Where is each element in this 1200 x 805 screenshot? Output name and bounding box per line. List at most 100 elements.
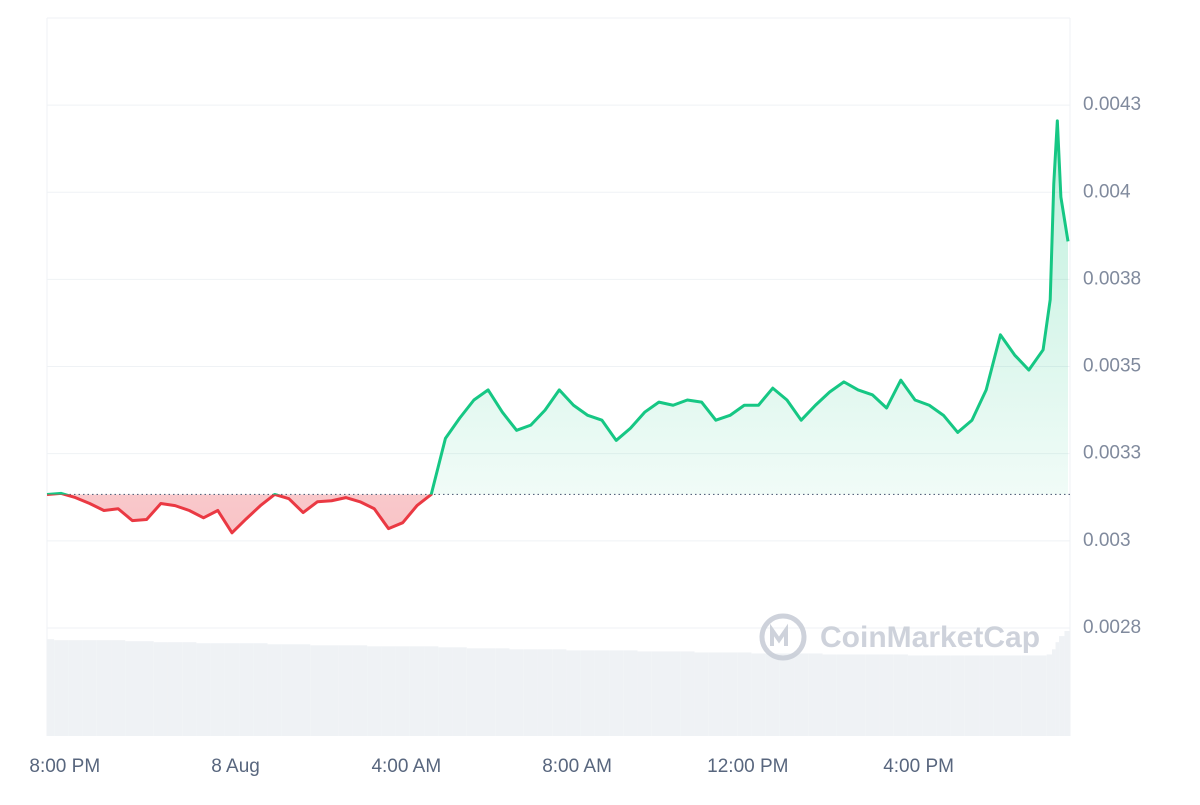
volume-bar (267, 644, 282, 736)
volume-bar (153, 642, 168, 736)
volume-bar (310, 645, 325, 736)
volume-bar (139, 641, 154, 736)
volume-bar (950, 655, 965, 736)
volume-bar (1007, 655, 1022, 736)
volume-bar (481, 648, 496, 736)
y-tick-label: 0.0035 (1083, 356, 1141, 377)
volume-bar (836, 654, 851, 736)
volume-bar (281, 644, 297, 736)
volume-bar (922, 655, 937, 736)
data-layer (46, 119, 1070, 535)
volume-bar (879, 654, 894, 736)
volume-bar (808, 653, 823, 736)
volume-bar (296, 644, 311, 736)
volume-bar (452, 647, 467, 736)
volume-bar (651, 651, 667, 736)
watermark-logo (759, 613, 807, 661)
volume-bar (1051, 649, 1056, 736)
x-tick-label: 8:00 AM (542, 756, 612, 777)
y-tick-label: 0.004 (1083, 181, 1131, 202)
volume-layer (47, 631, 1070, 736)
volume-bar (722, 652, 738, 736)
volume-bar (224, 643, 240, 736)
volume-bar (979, 655, 994, 736)
x-tick-label: 8 Aug (211, 756, 260, 777)
volume-bar (666, 651, 681, 736)
volume-bar (623, 650, 638, 736)
volume-bar (907, 655, 923, 736)
volume-bar (424, 646, 439, 736)
volume-bar (167, 642, 183, 736)
volume-bar (111, 640, 126, 736)
volume-bar (794, 653, 809, 736)
x-tick-label: 8:00 PM (29, 756, 100, 777)
volume-bar (47, 639, 55, 736)
grid-layer (47, 104, 1070, 629)
volume-bar (609, 650, 624, 736)
volume-bar (737, 652, 752, 736)
volume-bar (409, 646, 425, 736)
volume-bar (395, 646, 410, 736)
x-tick-label: 4:00 AM (371, 756, 441, 777)
volume-bar (537, 649, 553, 736)
volume-bar (580, 650, 595, 736)
y-tick-label: 0.0043 (1083, 94, 1141, 115)
volume-bar (438, 647, 453, 736)
volume-bar (1035, 655, 1047, 736)
volume-bar (495, 648, 510, 736)
volume-bar (850, 654, 866, 736)
volume-bar (54, 640, 69, 736)
watermark-text: CoinMarketCap (820, 621, 1040, 654)
volume-bar (509, 649, 524, 736)
volume-bar (1059, 636, 1065, 736)
volume-bar (594, 650, 610, 736)
y-tick-label: 0.003 (1083, 530, 1131, 551)
volume-bar (1021, 655, 1036, 736)
watermark: CoinMarketCap (759, 613, 1040, 661)
volume-bar (125, 641, 140, 736)
volume-bar (68, 640, 83, 736)
volume-bar (1064, 631, 1070, 736)
volume-bar (680, 651, 695, 736)
volume-bar (1055, 642, 1060, 736)
volume-bar (865, 654, 880, 736)
y-tick-label: 0.0038 (1083, 268, 1141, 289)
volume-bar (822, 654, 837, 736)
volume-bar (210, 643, 225, 736)
volume-bar (779, 653, 795, 736)
volume-bar (708, 652, 723, 736)
area-up (47, 120, 1068, 495)
volume-bar (1046, 654, 1052, 736)
volume-bar (523, 649, 538, 736)
volume-bar (182, 642, 197, 736)
volume-bar (253, 643, 268, 736)
volume-bar (637, 651, 652, 736)
volume-bar (765, 653, 780, 736)
volume-bar (466, 648, 482, 736)
price-line-down (46, 494, 433, 535)
volume-bar (751, 653, 766, 736)
volume-bar (352, 645, 368, 736)
y-tick-label: 0.0033 (1083, 443, 1141, 464)
volume-bar (338, 645, 353, 736)
axis-layer: 0.0028 0.003 0.0033 0.0035 0.0038 0.004 0.0043… (29, 94, 1141, 777)
x-tick-label: 12:00 PM (707, 756, 788, 777)
volume-bar (381, 646, 396, 736)
volume-bar (936, 655, 951, 736)
volume-bar (552, 649, 567, 736)
volume-bar (324, 645, 339, 736)
volume-bar (196, 643, 211, 736)
volume-bar (367, 646, 382, 736)
area-down (47, 494, 432, 533)
volume-bar (993, 655, 1008, 736)
volume-bar (893, 654, 908, 736)
volume-bar (964, 655, 980, 736)
volume-bar (566, 650, 581, 736)
volume-bar (96, 640, 112, 736)
x-tick-label: 4:00 PM (883, 756, 954, 777)
watermark-logo-mark (770, 623, 788, 646)
price-line-up (46, 119, 1070, 495)
volume-bar (82, 640, 97, 736)
